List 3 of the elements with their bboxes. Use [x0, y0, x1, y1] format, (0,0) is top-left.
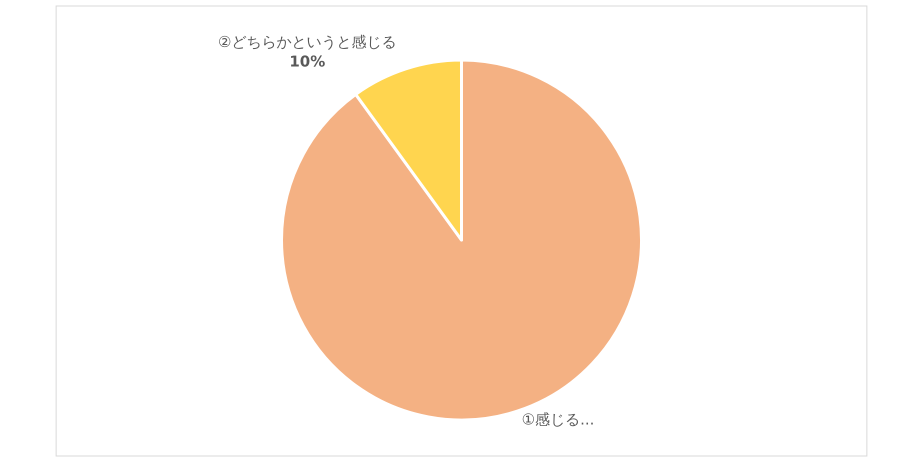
data-label: 10%	[289, 52, 326, 71]
slice-label: ②どちらかというと感じる	[218, 33, 396, 52]
slice-label: ①感じる...	[522, 410, 594, 428]
